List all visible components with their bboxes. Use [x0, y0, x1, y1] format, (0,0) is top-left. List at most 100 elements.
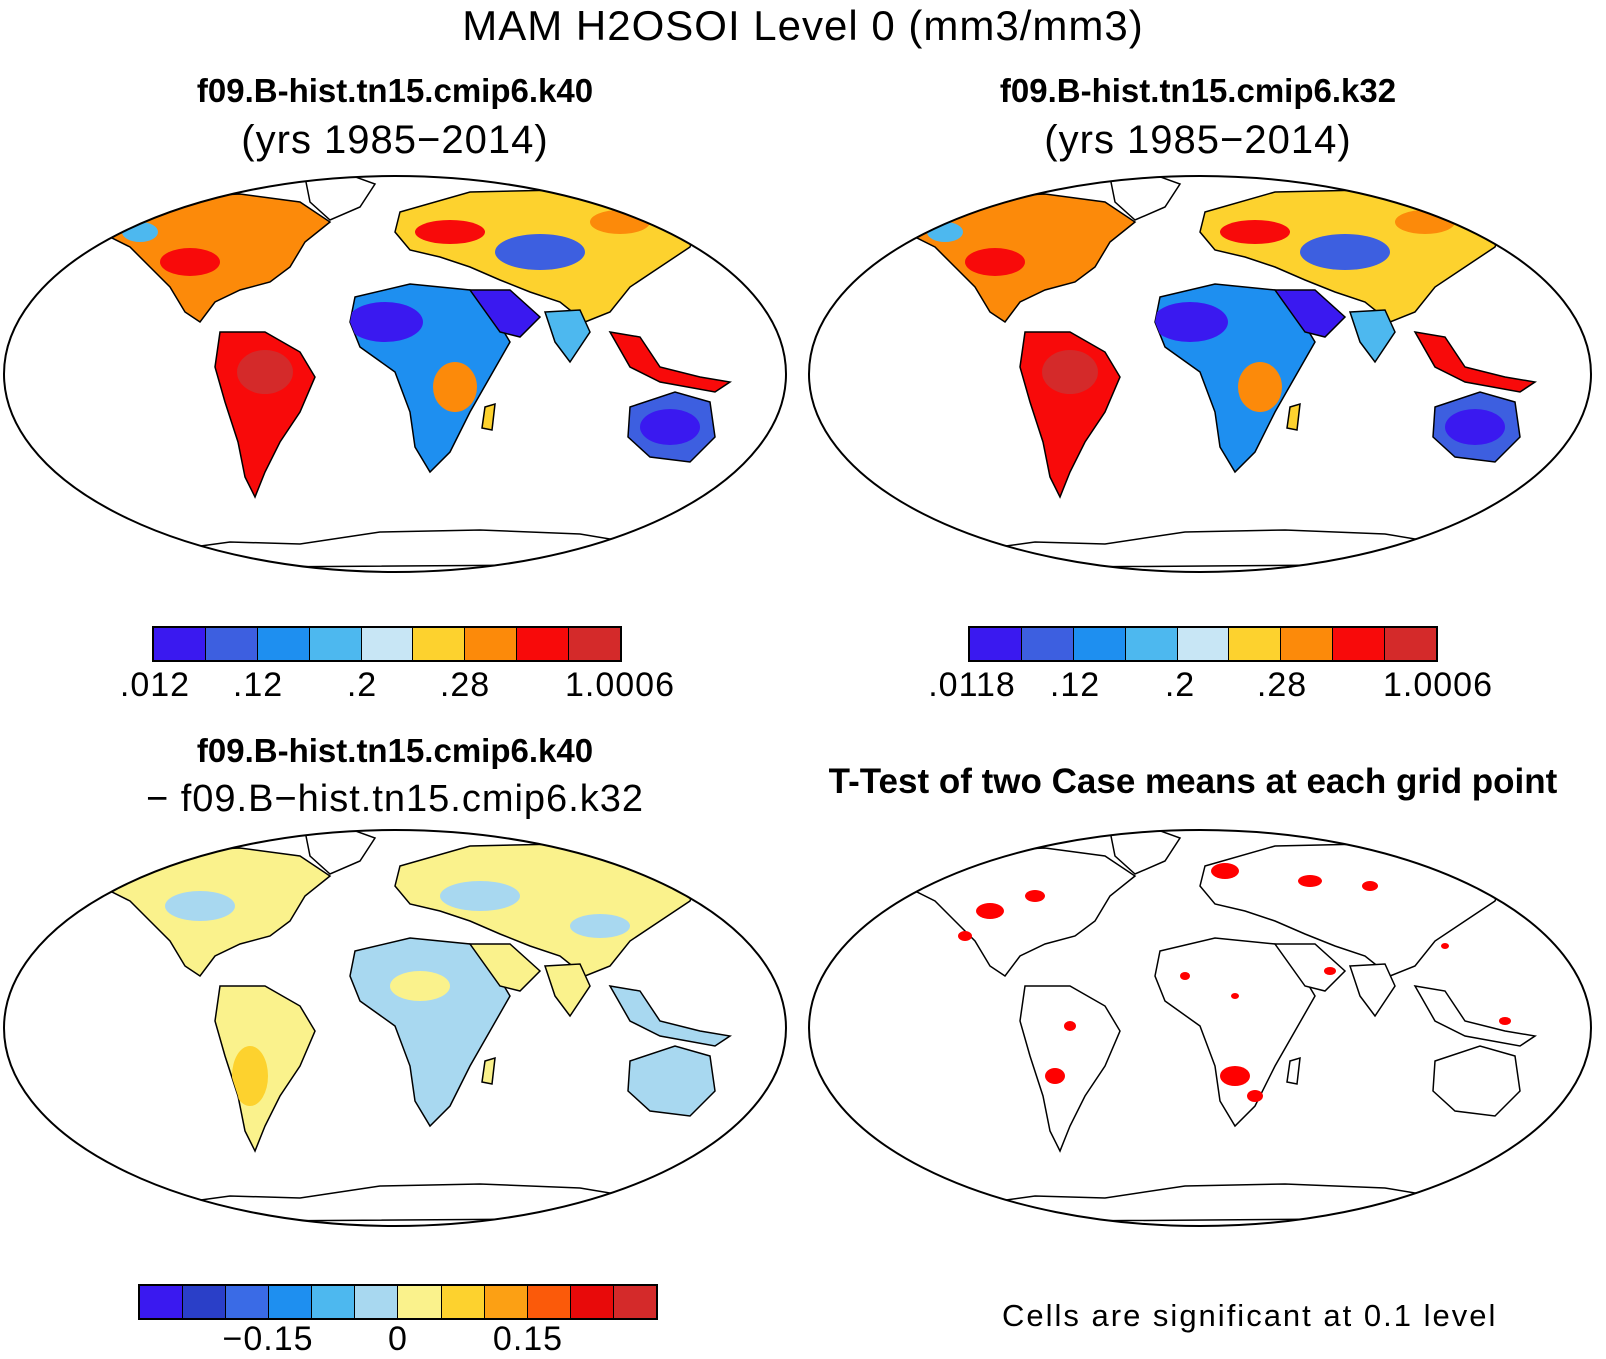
- colorbar2-label-1: .0118: [928, 666, 1016, 704]
- colorbar1-swatch: [257, 628, 310, 660]
- map-border: [3, 175, 787, 573]
- colorbar1-swatch: [361, 628, 414, 660]
- colorbar3-swatch: [140, 1286, 184, 1318]
- land-arabia: [1273, 289, 1347, 338]
- difference-patch: [232, 1046, 268, 1106]
- map-case-k40: [0, 172, 790, 581]
- land-antarctica: [119, 529, 681, 569]
- panel3-subtitle: − f09.B−hist.tn15.cmip6.k32: [145, 778, 645, 820]
- colorbar1-label-3: .2: [346, 666, 378, 704]
- value-patch: [1220, 220, 1290, 244]
- colorbar2-swatch: [970, 628, 1022, 660]
- colorbar3-label-2: 0: [388, 1320, 408, 1358]
- map-border: [3, 829, 787, 1227]
- map-svg-1: [3, 175, 787, 573]
- panel2-title: f09.B-hist.tn15.cmip6.k32: [999, 72, 1397, 109]
- land-greenland: [304, 176, 377, 221]
- colorbar2-swatch: [1385, 628, 1437, 660]
- map-svg-4: [808, 829, 1592, 1227]
- colorbar-case-k40: [152, 626, 622, 662]
- land-australia: [627, 1045, 716, 1117]
- land-india: [1348, 963, 1396, 1018]
- value-patch: [1300, 234, 1390, 270]
- colorbar3-swatch: [398, 1286, 442, 1318]
- colorbar1-label-5: 1.0006: [565, 666, 675, 704]
- map-case-k32: [805, 172, 1595, 581]
- colorbar3-swatch: [312, 1286, 356, 1318]
- land-northAmerica: [903, 847, 1137, 978]
- colorbar3-swatch: [613, 1286, 656, 1318]
- value-patch: [495, 234, 585, 270]
- significant-cell: [976, 903, 1004, 919]
- colorbar3-swatch: [484, 1286, 528, 1318]
- land-seAsia: [1413, 331, 1537, 393]
- difference-patch: [440, 881, 520, 911]
- value-patch: [1395, 210, 1455, 234]
- colorbar3-swatch: [527, 1286, 571, 1318]
- colorbar-case-k32: [968, 626, 1438, 662]
- panel4-title: T-Test of two Case means at each grid po…: [828, 762, 1558, 801]
- significant-cell: [1025, 890, 1045, 902]
- map-svg-2: [808, 175, 1592, 573]
- significant-cell: [1247, 1090, 1263, 1102]
- land-seAsia: [1413, 985, 1537, 1047]
- map-border: [808, 829, 1592, 1227]
- significant-cell: [1211, 863, 1239, 879]
- colorbar1-swatch: [517, 628, 570, 660]
- value-patch: [415, 220, 485, 244]
- difference-patch: [570, 914, 630, 938]
- colorbar2-label-3: .2: [1164, 666, 1196, 704]
- land-madagascar: [481, 1056, 496, 1085]
- significant-cell: [1441, 943, 1449, 949]
- significant-cell: [1231, 993, 1239, 999]
- panel3-title: f09.B-hist.tn15.cmip6.k40: [196, 732, 594, 769]
- colorbar1-swatch: [154, 628, 206, 660]
- significant-cell: [1180, 972, 1190, 980]
- significant-cell: [958, 931, 972, 941]
- value-patch: [160, 248, 220, 276]
- significant-cell: [1298, 875, 1322, 887]
- significance-note: Cells are significant at 0.1 level: [1002, 1298, 1498, 1333]
- land-antarctica: [924, 529, 1486, 569]
- colorbar1-swatch: [205, 628, 258, 660]
- colorbar1-label-1: .012: [119, 666, 191, 704]
- land-seAsia: [608, 331, 732, 393]
- panel1-title: f09.B-hist.tn15.cmip6.k40: [196, 72, 594, 109]
- value-patch: [1445, 409, 1505, 445]
- land-southAmerica: [1019, 985, 1121, 1153]
- value-patch: [1042, 350, 1098, 394]
- colorbar2-label-5: 1.0006: [1383, 666, 1493, 704]
- land-arabia: [1273, 943, 1347, 992]
- land-greenland: [1109, 830, 1182, 875]
- value-patch: [1155, 302, 1228, 342]
- colorbar3-label-3: 0.15: [492, 1320, 564, 1358]
- colorbar1-label-4: .28: [439, 666, 491, 704]
- colorbar2-label-2: .12: [1049, 666, 1101, 704]
- colorbar2-swatch: [1229, 628, 1282, 660]
- significant-cell: [1064, 1021, 1076, 1031]
- colorbar1-swatch: [569, 628, 621, 660]
- difference-patch: [390, 971, 450, 1001]
- colorbar3-swatch: [570, 1286, 614, 1318]
- land-antarctica: [924, 1183, 1486, 1223]
- map-svg-3: [3, 829, 787, 1227]
- map-difference: [0, 826, 790, 1235]
- land-greenland: [304, 830, 377, 875]
- significant-cell: [1499, 1017, 1511, 1025]
- land-greenland: [1109, 176, 1182, 221]
- value-patch: [237, 350, 293, 394]
- significant-cell: [1045, 1068, 1065, 1084]
- colorbar3-swatch: [183, 1286, 227, 1318]
- land-india: [543, 963, 591, 1018]
- value-patch: [350, 302, 423, 342]
- panel1-subtitle: (yrs 1985−2014): [241, 118, 549, 162]
- land-australia: [1432, 1045, 1521, 1117]
- value-patch: [1238, 362, 1282, 412]
- colorbar1-swatch: [309, 628, 362, 660]
- colorbar1-label-2: .12: [232, 666, 284, 704]
- colorbar2-swatch: [1073, 628, 1126, 660]
- value-patch: [927, 222, 963, 242]
- colorbar3-swatch: [355, 1286, 399, 1318]
- value-patch: [590, 210, 650, 234]
- colorbar-difference: [138, 1284, 658, 1320]
